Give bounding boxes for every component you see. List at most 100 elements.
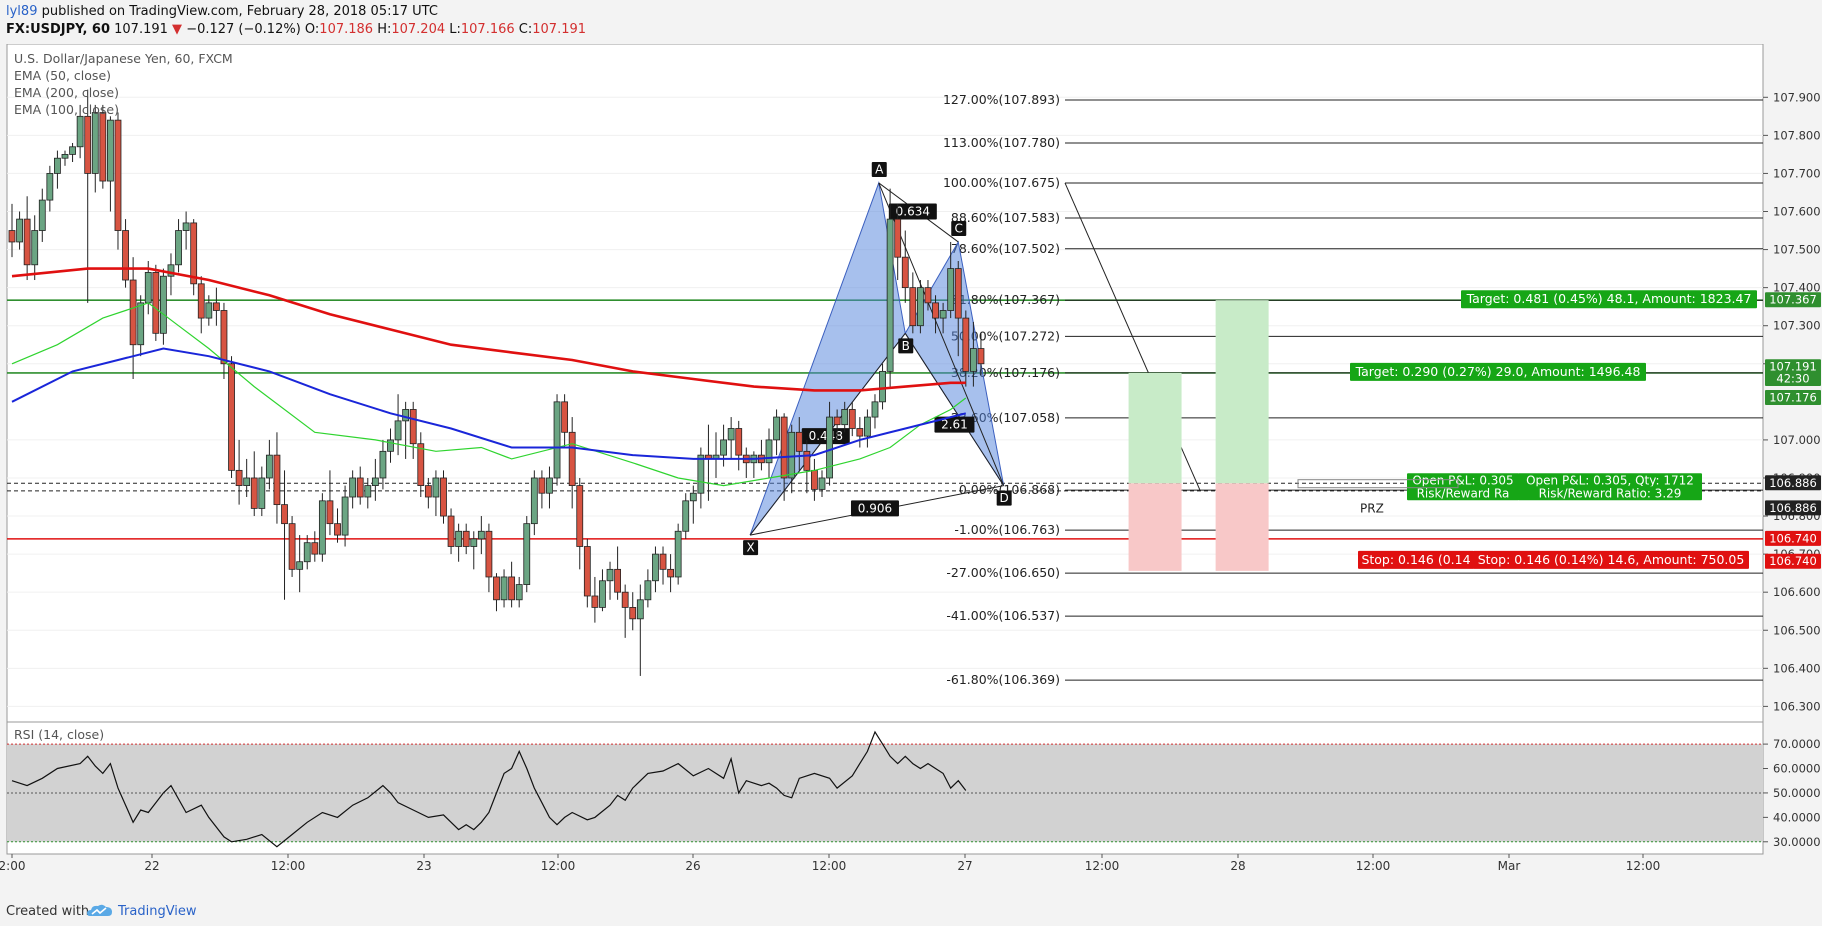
candle-body: [144, 272, 152, 304]
pattern-line: [904, 333, 1005, 486]
ema50-legend[interactable]: EMA (50, close): [14, 68, 112, 83]
position-target-label: Target: 0.290 (0.27%) 29.0, Amount: 1496…: [1355, 364, 1641, 379]
candle-body: [894, 218, 902, 258]
author-link[interactable]: lyl89: [6, 4, 38, 19]
candle-body: [318, 500, 326, 555]
profit-zone: [1215, 300, 1269, 484]
position-stop-label-bg: [1473, 550, 1749, 569]
candle-body: [523, 523, 531, 585]
close-label: C:: [518, 22, 533, 37]
prz-box: [1297, 479, 1459, 489]
position-pnl-label-bg: [1407, 473, 1519, 488]
candle-body: [659, 553, 667, 570]
position-pnl-label: Open P&L: 0.305: [1412, 473, 1513, 487]
price-tick-label: 107.400: [1773, 281, 1821, 295]
rsi-tick-label: 40.0000: [1773, 810, 1821, 824]
position-stop-label: Stop: 0.146 (0.14%) 14.6, Amount: 750.05: [1478, 552, 1745, 567]
fib-label: 113.00%(107.780): [943, 135, 1060, 150]
candle-body: [508, 576, 516, 601]
price-badge-bg: [1765, 359, 1821, 375]
price-badge: 106.740: [1769, 531, 1817, 545]
pattern-point-c-bg: [951, 220, 967, 236]
candle-body: [99, 112, 107, 182]
candle-body: [652, 553, 659, 582]
time-tick-label: 12:00: [271, 859, 306, 873]
pattern-point-a: A: [875, 162, 884, 176]
candle-body: [667, 568, 674, 578]
position-pnl-label: Open P&L: 0.305, Qty: 1712: [1526, 473, 1694, 487]
candle-body: [409, 409, 417, 445]
candle-body: [220, 310, 228, 365]
price-badge-bg: [1765, 475, 1821, 491]
created-with: Created with: [6, 904, 90, 919]
candle-body: [402, 409, 410, 422]
candle-body: [417, 443, 425, 486]
candle-body: [371, 477, 379, 486]
fib-label: -1.00%(106.763): [954, 522, 1060, 537]
price-chart[interactable]: 127.00%(107.893) 113.00%(107.780) 100.00%(…: [0, 44, 1822, 898]
candle-body: [273, 454, 281, 506]
open-value: 107.186: [319, 22, 374, 37]
candle-body: [917, 287, 924, 327]
price-badge: 107.176: [1769, 391, 1817, 405]
ema-line: [11, 267, 966, 392]
candle-body: [886, 218, 894, 372]
candle-body: [129, 279, 137, 346]
price-tick-label: 107.300: [1773, 319, 1821, 333]
price-tick-label: 107.800: [1773, 128, 1821, 142]
high-value: 107.204: [391, 22, 446, 37]
candle-body: [553, 401, 561, 479]
candle-body: [175, 230, 182, 266]
candle-body: [303, 542, 311, 563]
pattern-point-b-bg: [898, 338, 914, 354]
price-tick-label: 106.400: [1773, 661, 1821, 675]
ema100-legend[interactable]: EMA (100, close): [14, 102, 119, 117]
candle-body: [69, 146, 76, 155]
fib-label: 0.00%(106.868): [959, 482, 1060, 497]
candle-body: [137, 302, 145, 346]
candle-body: [826, 416, 833, 479]
candle-body: [152, 272, 160, 334]
candle-body: [379, 450, 387, 479]
close-value: 107.191: [532, 22, 587, 37]
candle-body: [159, 275, 167, 334]
candle-body: [447, 515, 455, 547]
candle-body: [394, 420, 402, 441]
price-badge: 42:30: [1776, 372, 1809, 386]
tradingview-link[interactable]: TradingView: [118, 904, 197, 919]
candle-body: [901, 256, 909, 289]
rsi-tick-label: 50.0000: [1773, 786, 1821, 800]
ema-line: [11, 302, 967, 487]
candle-body: [947, 268, 955, 311]
candle-body: [76, 115, 84, 148]
pattern-point-x: X: [746, 541, 754, 555]
rsi-tick-label: 60.0000: [1773, 762, 1821, 776]
candle-body: [674, 530, 682, 578]
candle-body: [228, 363, 235, 471]
time-tick-label: 22: [144, 859, 159, 873]
candle-body: [583, 546, 591, 597]
pattern-point-d-bg: [996, 490, 1012, 506]
candle-body: [190, 222, 198, 285]
rsi-legend[interactable]: RSI (14, close): [14, 727, 105, 742]
candle-body: [629, 607, 637, 620]
candle-body: [440, 477, 447, 517]
candle-body: [856, 428, 864, 437]
ohlc-line: FX:USDJPY, 60 107.191 ▼ −0.127 (−0.12%) …: [6, 22, 586, 37]
ema200-legend[interactable]: EMA (200, close): [14, 85, 119, 100]
candle-body: [311, 542, 319, 555]
low-value: 107.166: [460, 22, 515, 37]
candle-body: [500, 576, 508, 601]
open-label: O:: [304, 22, 320, 37]
rsi-tick-label: 70.0000: [1773, 737, 1821, 751]
candle-body: [182, 222, 190, 231]
position-target-label-bg: [1350, 362, 1646, 381]
ema-line: [11, 347, 967, 460]
candle-body: [493, 576, 500, 601]
symbol-label: FX:USDJPY, 60: [6, 22, 110, 37]
candle-body: [197, 283, 205, 319]
candle-body: [122, 230, 129, 281]
fib-label: -27.00%(106.650): [946, 565, 1060, 580]
time-tick-label: 28: [1230, 859, 1245, 873]
candle-body: [689, 492, 697, 502]
